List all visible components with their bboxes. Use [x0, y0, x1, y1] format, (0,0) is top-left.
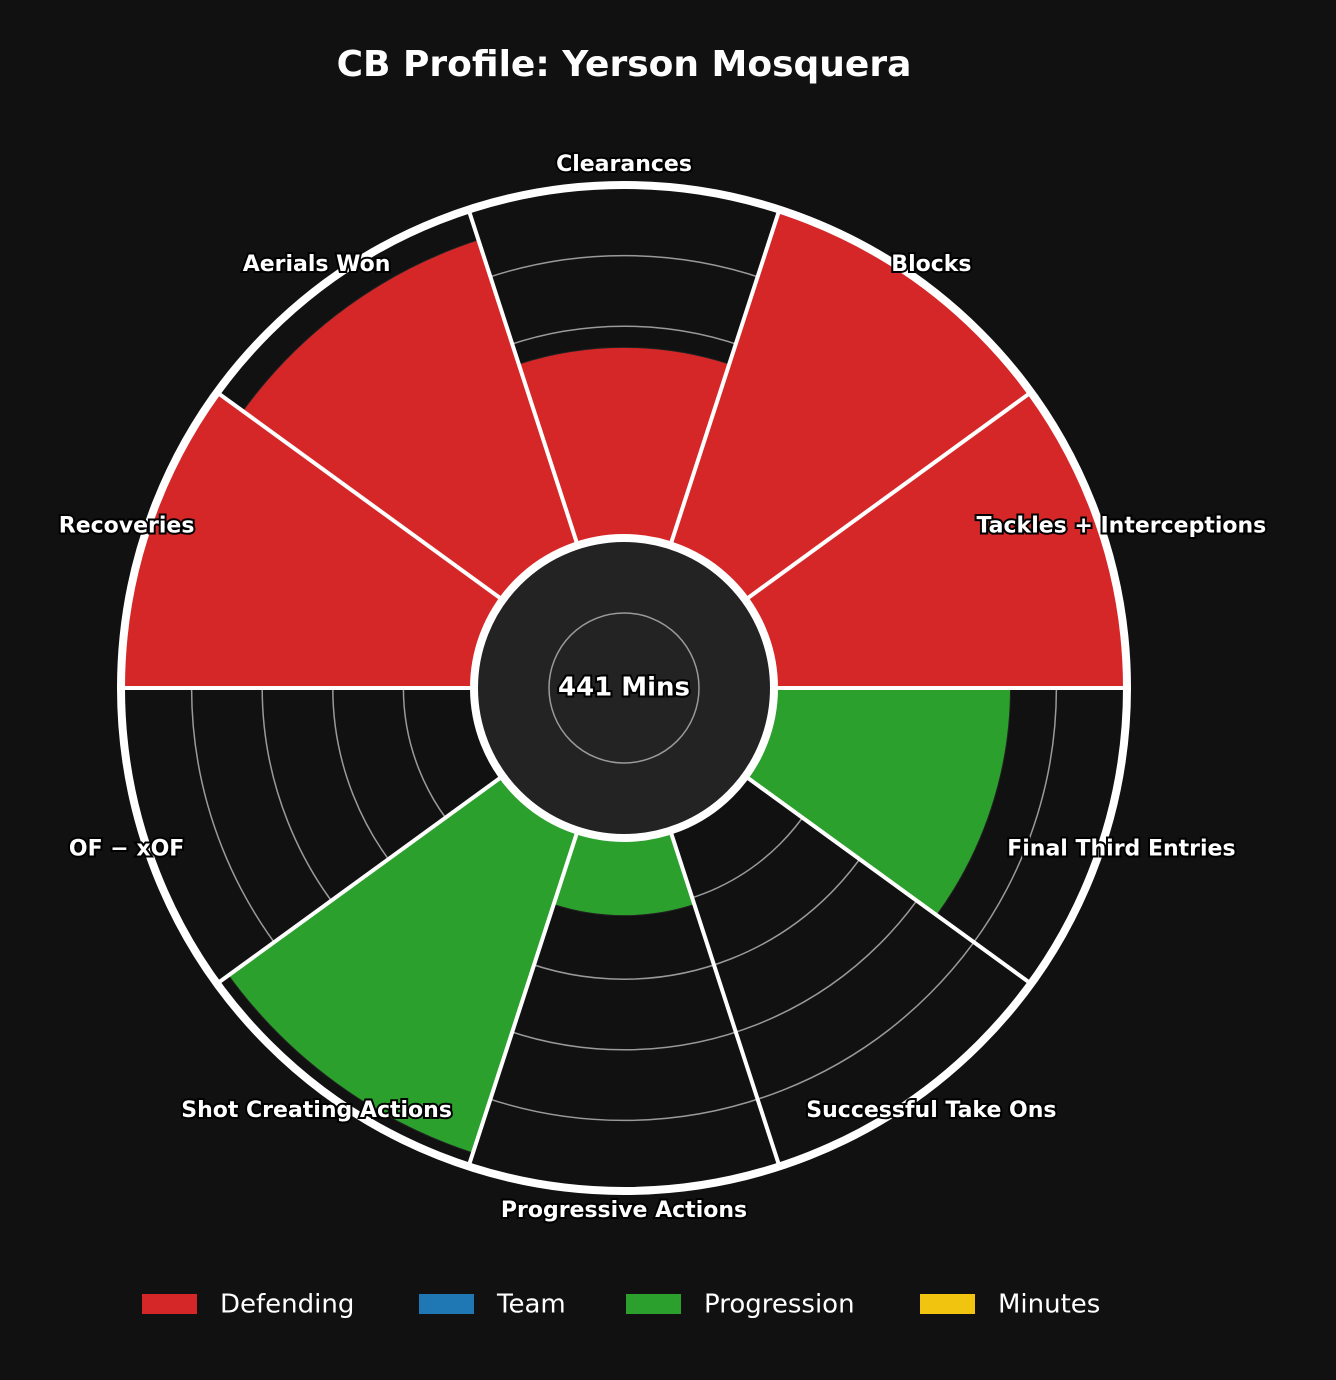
- divider: [744, 390, 1033, 602]
- divider: [466, 830, 580, 1167]
- divider: [668, 830, 782, 1167]
- center-label: 441 Mins: [558, 673, 690, 703]
- center-hole: [470, 534, 778, 842]
- divider: [466, 209, 580, 546]
- legend-label: Defending: [220, 1290, 354, 1320]
- divider: [668, 209, 782, 546]
- category-label: Blocks: [891, 252, 971, 277]
- divider: [215, 774, 504, 986]
- legend-label: Progression: [704, 1290, 855, 1320]
- legend-label: Team: [496, 1290, 566, 1320]
- outer-ring: [117, 181, 1131, 1195]
- chart-title: CB Profile: Yerson Mosquera: [337, 44, 912, 85]
- category-label: Progressive Actions: [501, 1198, 747, 1223]
- category-label: Recoveries: [59, 513, 195, 538]
- divider: [215, 390, 504, 602]
- category-label: OF − xOF: [69, 837, 184, 862]
- divider: [744, 774, 1033, 986]
- center-ring: [548, 612, 700, 764]
- category-label: Shot Creating Actions: [181, 1098, 452, 1123]
- category-label: Successful Take Ons: [806, 1098, 1056, 1123]
- legend-swatch: [419, 1294, 474, 1314]
- category-label: Tackles + Interceptions: [977, 513, 1267, 538]
- category-label: Aerials Won: [243, 252, 391, 277]
- legend-swatch: [920, 1294, 975, 1314]
- category-label: Final Third Entries: [1007, 837, 1235, 862]
- legend-swatch: [626, 1294, 681, 1314]
- legend-swatch: [142, 1294, 197, 1314]
- legend-label: Minutes: [998, 1290, 1100, 1320]
- category-label: Clearances: [556, 152, 692, 177]
